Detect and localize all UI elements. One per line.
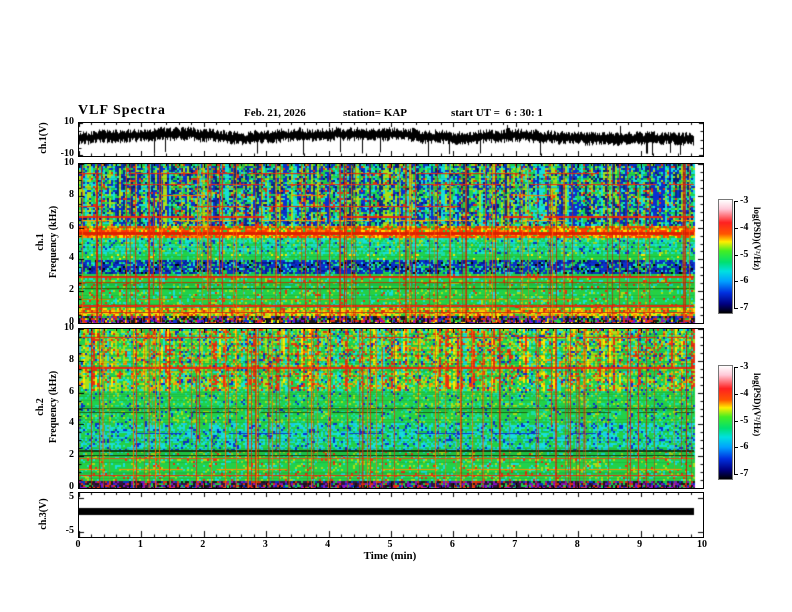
header-date: Feb. 21, 2026 [244,107,306,119]
x-tick-label: 10 [697,539,707,550]
sp1-y-tick-label: 8 [69,188,74,200]
sp2-y-tick-label: 2 [69,449,74,461]
ch1-voltage-axis-label: ch.1(V) [38,122,49,154]
colorbar-ch2 [718,365,733,480]
cb1-tick [734,281,738,282]
ch1-waveform-canvas [79,123,703,156]
colorbar-ch1 [718,199,733,314]
x-tick-label: 2 [200,539,206,550]
cb2-tick-label: -5 [740,415,749,426]
ch2-spectrogram-canvas [79,329,703,488]
cb1-tick-label: -3 [740,195,749,206]
wave-y-tick-label: 10 [64,116,74,127]
x-tick-label: 1 [137,539,143,550]
cb1-tick-label: -5 [740,249,749,260]
cb1-tick-label: -7 [740,302,749,313]
figure-title: VLF Spectra [78,103,166,118]
cb2-tick [734,447,738,448]
colorbar-ch1-label: log(PSD)(V²/Hz) [752,207,762,271]
cb1-tick [734,308,738,309]
cb2-tick [734,367,738,368]
x-tick-label: 3 [262,539,268,550]
wave-y-tick-label: -10 [60,148,74,159]
ch3-bar-canvas [79,493,703,537]
ch3-y-tick-label: 5 [69,491,74,502]
cb1-tick [734,255,738,256]
x-tick-label: 0 [75,539,81,550]
cb2-tick-label: -7 [740,468,749,479]
ch1-spectrogram-canvas [79,164,703,323]
cb2-tick-label: -4 [740,388,749,399]
time-axis-label: Time (min) [363,550,417,562]
cb1-tick [734,201,738,202]
sp1-y-tick-label: 0 [69,316,74,327]
cb2-tick [734,394,738,395]
cb2-tick [734,474,738,475]
sp1-y-tick-label: 6 [69,220,74,232]
sp1-y-tick-label: 10 [64,157,74,168]
cb1-axis [734,201,735,308]
ch2-spectrogram-panel [78,328,704,489]
cb2-tick-label: -6 [740,441,749,452]
cb1-tick-label: -4 [740,222,749,233]
sp2-y-tick-label: 10 [64,322,74,333]
header-station: station= KAP [343,107,408,119]
cb2-axis [734,367,735,474]
x-tick-label: 5 [387,539,393,550]
sp1-y-tick-label: 2 [69,284,74,296]
x-tick-label: 6 [449,539,455,550]
x-tick-label: 9 [637,539,643,550]
cb2-tick [734,421,738,422]
cb1-tick-label: -6 [740,275,749,286]
sp1-y-tick-label: 4 [69,252,74,264]
ch1-spectrogram-panel [78,163,704,324]
cb1-tick [734,228,738,229]
cb2-tick-label: -3 [740,361,749,372]
ch1-waveform-panel [78,122,704,157]
x-tick-label: 4 [325,539,331,550]
sp2-y-tick-label: 4 [69,417,74,429]
ch3-panel [78,492,704,538]
x-tick-label: 8 [574,539,580,550]
x-tick-label: 7 [512,539,518,550]
sp2-y-tick-label: 6 [69,385,74,397]
ch3-y-tick-label: -5 [65,525,74,536]
colorbar-ch2-label: log(PSD)(V²/Hz) [752,373,762,437]
sp2-y-tick-label: 8 [69,353,74,365]
header-start-ut: start UT = 6 : 30: 1 [451,107,543,119]
sp2-y-tick-label: 0 [69,481,74,492]
